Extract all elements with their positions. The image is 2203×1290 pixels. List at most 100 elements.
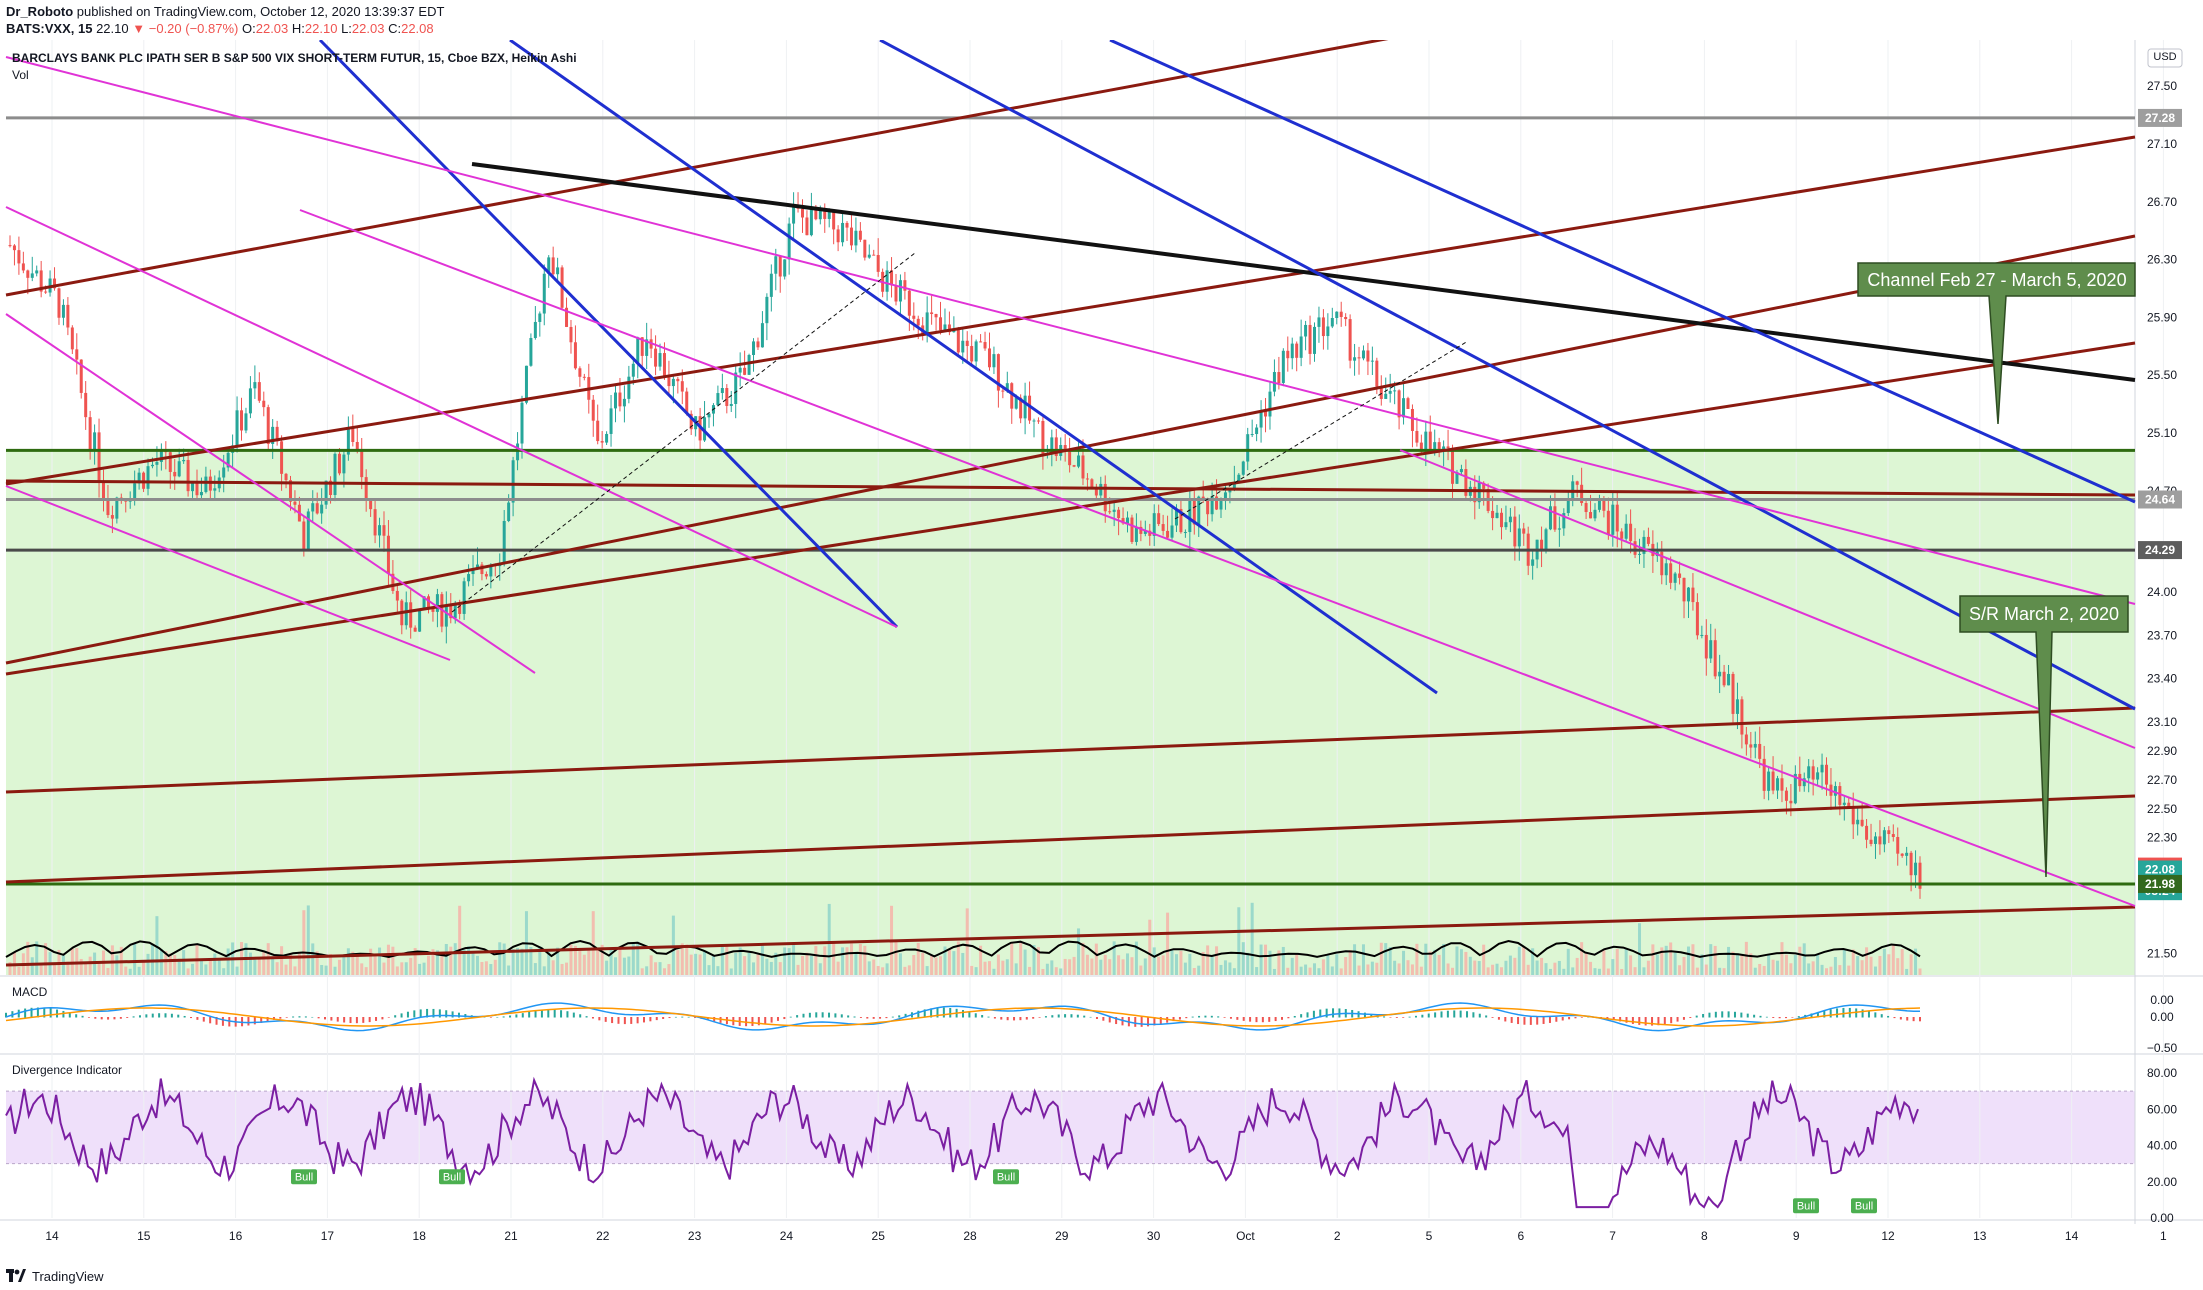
candle-body	[729, 403, 733, 406]
volume-bar	[1206, 945, 1210, 975]
currency-label[interactable]: USD	[2153, 51, 2176, 63]
author-name[interactable]: Dr_Roboto	[6, 4, 74, 19]
macd-histogram-bar	[1083, 1015, 1086, 1018]
volume-bar	[1606, 968, 1610, 975]
volume-bar	[1183, 962, 1187, 975]
candle-body	[662, 353, 666, 378]
currency-box[interactable]	[2147, 48, 2183, 68]
macd-histogram-bar	[1536, 1017, 1539, 1025]
macd-histogram-bar	[1064, 1014, 1067, 1018]
candle-body	[1540, 539, 1544, 551]
macd-histogram-bar	[706, 1017, 709, 1021]
footer-branding[interactable]: TradingView	[6, 1266, 104, 1286]
candle-body	[1353, 357, 1357, 361]
candle-body	[1299, 336, 1303, 358]
volume-bar	[1646, 960, 1650, 975]
macd-histogram-bar	[1504, 1017, 1507, 1022]
macd-histogram-bar	[1363, 1012, 1366, 1018]
volume-bar	[747, 952, 751, 975]
volume-bar	[427, 955, 431, 975]
symbol-ohlc-line: BATS:VXX, 15 22.10 ▼ −0.20 (−0.87%) O:22…	[6, 21, 434, 36]
low-value: 22.03	[351, 21, 385, 36]
volume-bar	[284, 964, 288, 975]
macd-histogram-bar	[942, 1007, 945, 1018]
callout-channel[interactable]: Channel Feb 27 - March 5, 2020	[1857, 262, 2136, 425]
volume-bar	[1335, 954, 1339, 975]
macd-histogram-bar	[1816, 1011, 1819, 1018]
candle-body	[502, 520, 506, 564]
candle-body	[747, 355, 751, 375]
macd-histogram-bar	[1727, 1011, 1730, 1018]
volume-bar	[133, 942, 137, 975]
candle-body	[453, 605, 457, 619]
macd-histogram-bar	[1019, 1017, 1022, 1021]
trendline	[1109, 40, 2136, 504]
macd-histogram-bar	[266, 1017, 269, 1022]
volume-bar	[199, 959, 203, 975]
candle-body	[1126, 517, 1130, 524]
volume-bar	[8, 962, 12, 975]
macd-histogram-bar	[764, 1017, 767, 1025]
volume-bar	[1393, 960, 1397, 975]
trendline-drawings[interactable]	[5, 40, 2136, 967]
time-tick-label: 14	[2065, 1229, 2079, 1243]
macd-histogram-bar	[451, 1011, 454, 1018]
volume-bar	[867, 961, 871, 975]
volume-bar	[1059, 968, 1063, 975]
volume-bar	[1491, 964, 1495, 975]
volume-bar	[1299, 966, 1303, 975]
volume-bar	[703, 951, 707, 975]
macd-histogram-bar	[1402, 1017, 1405, 1018]
macd-histogram-bar	[604, 1017, 607, 1022]
macd-histogram-bar	[789, 1016, 792, 1018]
macd-histogram-bar	[617, 1017, 620, 1024]
macd-histogram-bar	[859, 1017, 862, 1018]
volume-bar	[1010, 941, 1014, 975]
candle-body	[1415, 430, 1419, 443]
macd-histogram-bar	[923, 1009, 926, 1018]
volume-bar	[502, 943, 506, 975]
candle-body	[961, 340, 965, 353]
macd-histogram-bar	[343, 1017, 346, 1023]
volume-bar	[1415, 943, 1419, 975]
candle-body	[364, 477, 368, 499]
callout-sr[interactable]: S/R March 2, 2020	[1959, 595, 2129, 878]
volume-bar	[529, 946, 533, 975]
volume-bar	[1468, 956, 1472, 975]
candle-body	[75, 349, 79, 360]
macd-histogram-bar	[1695, 1015, 1698, 1018]
volume-bar	[17, 966, 21, 975]
candle-body	[1700, 634, 1704, 636]
candle-body	[386, 535, 390, 574]
volume-bar	[435, 950, 439, 975]
macd-histogram-bar	[1434, 1012, 1437, 1018]
candle-body	[320, 504, 324, 514]
macd-pane: 0.00 0.00 −0.50	[5, 993, 2178, 1055]
macd-histogram-bar	[636, 1017, 639, 1024]
candle-body	[983, 342, 987, 349]
volume-bar	[1312, 963, 1316, 975]
macd-histogram-bar	[1217, 1016, 1220, 1018]
macd-histogram-bar	[662, 1017, 665, 1019]
macd-histogram-bar	[400, 1013, 403, 1018]
candle-body	[783, 259, 787, 277]
bull-label-box	[291, 1169, 317, 1185]
macd-histogram-bar	[1013, 1017, 1016, 1021]
time-tick-label: 23	[688, 1229, 702, 1243]
macd-histogram-bar	[1733, 1011, 1736, 1018]
candle-body	[1825, 764, 1829, 785]
time-axis[interactable]: 14 15 16 17 18 21 22 23 24 25 28 29 30 Oct 2 5 6 7 8 9 12 13 1…	[45, 1229, 2167, 1243]
time-tick-label: 30	[1147, 1229, 1161, 1243]
volume-bar	[894, 941, 898, 975]
volume-bar	[1718, 967, 1722, 975]
volume-bar	[921, 952, 925, 975]
trading-chart[interactable]: 0.00 0.00 −0.50 80.00 60.00 40.00 20.00 0.00 Bu…	[0, 40, 2203, 1262]
volume-bar	[186, 968, 190, 975]
candle-body	[97, 432, 101, 483]
macd-histogram-bar	[1300, 1014, 1303, 1018]
bull-label-box	[993, 1169, 1019, 1185]
candle-body	[1517, 528, 1521, 547]
volume-bar	[1459, 949, 1463, 975]
candle-body	[1103, 483, 1107, 512]
price-axis[interactable]: 27.5027.1026.7026.3025.9025.5025.1024.70…	[2138, 79, 2182, 960]
